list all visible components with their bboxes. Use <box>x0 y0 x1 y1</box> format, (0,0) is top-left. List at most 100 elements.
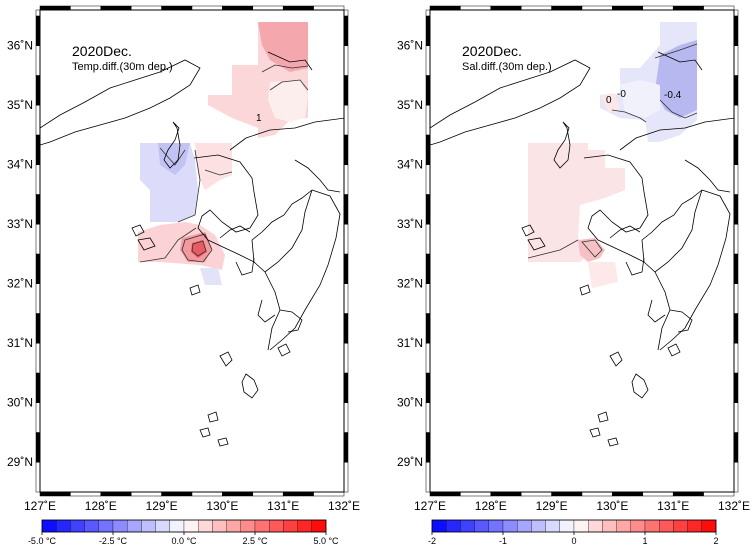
frame-segment <box>733 461 739 493</box>
colorbar-swatch <box>41 519 57 533</box>
frame-segment <box>425 402 431 433</box>
frame-segment <box>425 104 431 136</box>
coastline-segment <box>625 257 645 276</box>
frame-segment <box>733 283 739 314</box>
coastline-segment <box>667 343 681 357</box>
coastline-segment <box>267 51 313 71</box>
frame-segment <box>425 461 431 493</box>
frame-segment <box>35 45 41 76</box>
right-contour-label-0: 0 <box>606 95 612 106</box>
left-field-center-red <box>195 143 232 190</box>
y-tick-label: 30˚N <box>7 396 33 410</box>
right-field-ne-light <box>620 80 660 118</box>
frame-segment <box>733 432 739 463</box>
coastline-segment <box>279 309 303 333</box>
frame-segment <box>551 491 583 497</box>
colorbar-tick-label: 5.0 °C <box>313 536 339 546</box>
colorbar-tick-label: -2 <box>428 536 436 546</box>
colorbar-swatch <box>183 519 199 533</box>
right-field-west-pink <box>528 143 625 262</box>
frame-segment <box>672 491 704 497</box>
coastline-segment <box>269 189 341 351</box>
left-map-frame: 127˚E 128˚E 129˚E 130˚E 131˚E 132˚E 36˚N 35˚N 34… <box>7 5 360 513</box>
frame-segment <box>425 194 431 225</box>
left-contour-label-1: 1 <box>256 113 262 124</box>
x-tick-label: 127˚E <box>24 499 56 513</box>
frame-segment <box>35 253 41 284</box>
frame-segment <box>252 5 284 11</box>
right-map-frame: 127˚E 128˚E 129˚E 130˚E 131˚E 132˚E 36˚N 35˚N 34… <box>397 5 750 513</box>
frame-segment <box>425 223 431 255</box>
coastline-segment <box>430 59 591 146</box>
right-contour-label-neg0: -0 <box>617 89 626 100</box>
frame-segment <box>733 75 739 106</box>
frame-segment <box>460 5 492 11</box>
coastline-segment <box>219 351 233 367</box>
frame-border <box>429 9 735 493</box>
colorbar-swatch <box>212 519 227 533</box>
frame-segment <box>425 432 431 463</box>
x-tick-label: 130˚E <box>596 499 628 513</box>
left-map-panel: 1 127˚E 128˚E 129˚E 130˚E 131˚E 132˚E 36˚N 35˚N… <box>7 5 360 513</box>
left-contour-7 <box>139 227 197 263</box>
frame-segment <box>425 164 431 195</box>
frame-segment <box>222 5 254 11</box>
frame-segment <box>425 45 431 76</box>
coastline-segment <box>579 284 591 296</box>
left-coastline <box>40 51 344 447</box>
frame-segment <box>39 5 71 11</box>
colorbar-swatch <box>474 519 489 533</box>
frame-segment <box>252 491 284 497</box>
frame-segment <box>343 223 349 255</box>
colorbar-tick-label: 2 <box>713 536 718 546</box>
frame-segment <box>733 342 739 374</box>
frame-segment <box>460 491 492 497</box>
colorbar-swatch <box>517 519 532 533</box>
frame-segment <box>343 461 349 493</box>
frame-segment <box>343 402 349 433</box>
frame-segment <box>733 45 739 76</box>
coastline-segment <box>609 225 641 239</box>
colorbar-tick-label: 0 <box>571 536 576 546</box>
colorbar-swatch <box>673 519 688 533</box>
coastline-segment <box>257 299 276 323</box>
left-contour-5 <box>181 233 213 263</box>
frame-segment <box>733 164 739 195</box>
left-contour-2 <box>269 79 309 91</box>
frame-segment <box>343 432 349 463</box>
x-tick-label: 131˚E <box>657 499 689 513</box>
right-contour-3 <box>659 99 698 119</box>
coastline-segment <box>241 373 259 399</box>
colorbar-swatch <box>84 519 99 533</box>
frame-segment <box>35 342 41 374</box>
frame-segment <box>282 491 314 497</box>
right-field-south-pink <box>588 262 618 288</box>
coastline-segment <box>684 159 731 193</box>
right-map-panel: 0 -0 -0.4 127˚E 128˚E 129˚E 130˚E 131˚E 132˚E… <box>397 5 750 513</box>
frame-segment <box>520 5 552 11</box>
colorbar-swatch <box>630 519 646 533</box>
right-contour-label-neg04: -0.4 <box>664 90 682 101</box>
frame-segment <box>35 164 41 195</box>
y-tick-label: 29˚N <box>397 455 423 469</box>
y-tick-label: 32˚N <box>397 277 423 291</box>
colorbar-swatch <box>588 519 603 533</box>
frame-segment <box>733 15 739 46</box>
frame-segment <box>429 491 461 497</box>
x-tick-label: 127˚E <box>414 499 446 513</box>
frame-segment <box>343 342 349 374</box>
left-colorbar: -5.0 °C -2.5 °C 0.0 °C 2.5 °C 5.0 °C <box>28 519 339 546</box>
coastline-segment <box>583 154 703 263</box>
x-tick-label: 132˚E <box>328 499 360 513</box>
colorbar-swatch <box>198 519 213 533</box>
colorbar-swatch <box>56 519 71 533</box>
frame-segment <box>161 5 193 11</box>
colorbar-swatch <box>701 519 717 533</box>
coastline-segment <box>669 309 693 333</box>
frame-segment <box>343 104 349 136</box>
coastline-segment <box>597 411 609 423</box>
frame-segment <box>733 9 739 17</box>
colorbar-swatch <box>446 519 461 533</box>
frame-segment <box>35 75 41 106</box>
